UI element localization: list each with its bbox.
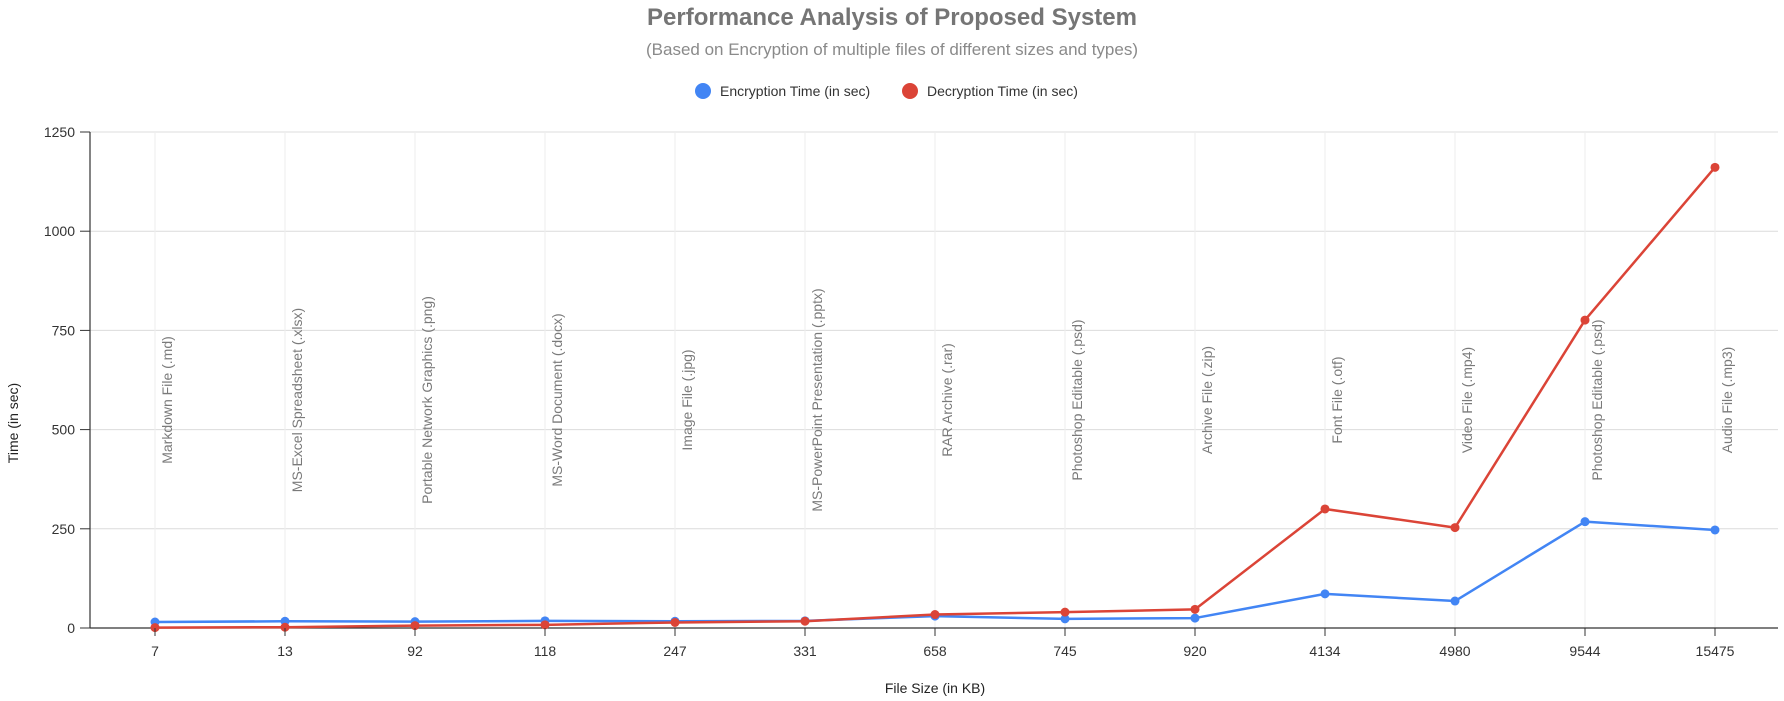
encryption-data-point xyxy=(1450,596,1460,606)
decryption-data-point xyxy=(410,621,420,631)
decryption-legend-marker xyxy=(902,83,918,99)
encryption-data-point xyxy=(1190,613,1200,623)
x-tick-label: 4980 xyxy=(1439,643,1470,659)
x-tick-label: 13 xyxy=(277,643,293,659)
chart-legend: Encryption Time (in sec) Decryption Time … xyxy=(695,83,1078,99)
x-tick-label: 118 xyxy=(534,643,557,659)
y-tick-label: 0 xyxy=(67,620,75,636)
y-tick-label: 1250 xyxy=(44,124,75,140)
x-tick-label: 92 xyxy=(407,643,423,659)
series-layer xyxy=(150,162,1720,633)
y-tick-label: 750 xyxy=(52,322,76,338)
encryption-data-point xyxy=(1710,525,1720,535)
point-annotation-label: MS-PowerPoint Presentation (.pptx) xyxy=(809,288,825,511)
x-tick-label: 9544 xyxy=(1569,643,1600,659)
gridlines xyxy=(90,131,1778,628)
x-tick-label: 745 xyxy=(1053,643,1077,659)
point-annotation-label: Audio File (.mp3) xyxy=(1719,347,1735,454)
y-tick-label: 250 xyxy=(52,521,76,537)
point-annotation-label: Photoshop Editable (.psd) xyxy=(1069,319,1085,480)
chart-title: Performance Analysis of Proposed System xyxy=(647,4,1137,31)
point-annotation-label: Archive File (.zip) xyxy=(1199,346,1215,454)
decryption-data-point xyxy=(150,623,160,633)
decryption-data-point xyxy=(1580,315,1590,325)
decryption-data-point xyxy=(540,620,550,630)
decryption-data-point xyxy=(1060,607,1070,617)
decryption-data-point xyxy=(1710,162,1720,172)
chart-subtitle: (Based on Encryption of multiple files o… xyxy=(646,40,1138,59)
point-annotation-label: Font File (.otf) xyxy=(1329,356,1345,443)
y-tick-label: 1000 xyxy=(44,223,75,239)
x-axis-title: File Size (in KB) xyxy=(885,680,985,696)
encryption-data-point xyxy=(1580,517,1590,527)
x-tick-label: 4134 xyxy=(1309,643,1340,659)
y-axis-title: Time (in sec) xyxy=(5,383,21,463)
decryption-data-point xyxy=(1320,504,1330,514)
point-annotations: Markdown File (.md) MS-Excel Spreadsheet … xyxy=(159,288,1735,511)
point-annotation-label: MS-Excel Spreadsheet (.xlsx) xyxy=(289,308,305,492)
decryption-data-point xyxy=(280,622,290,632)
encryption-data-point xyxy=(1060,614,1070,624)
decryption-data-point xyxy=(670,617,680,627)
point-annotation-label: Image File (.jpg) xyxy=(679,349,695,450)
y-tick-label: 500 xyxy=(52,422,76,438)
encryption-legend-marker xyxy=(695,83,711,99)
encryption-legend-label: Encryption Time (in sec) xyxy=(720,83,870,99)
x-tick-label: 7 xyxy=(151,643,159,659)
x-tick-label: 15475 xyxy=(1696,643,1735,659)
point-annotation-label: Markdown File (.md) xyxy=(159,336,175,464)
point-annotation-label: RAR Archive (.rar) xyxy=(939,343,955,457)
x-axis-ticks: 7 13 92 118 247 331 658 745 920 4134 4980 9544 15475 xyxy=(151,628,1735,659)
encryption-data-point xyxy=(1320,589,1330,599)
x-tick-label: 331 xyxy=(793,643,817,659)
decryption-data-point xyxy=(1190,604,1200,614)
point-annotation-label: Portable Network Graphics (.png) xyxy=(419,296,435,504)
point-annotation-label: Photoshop Editable (.psd) xyxy=(1589,319,1605,480)
decryption-data-point xyxy=(800,616,810,626)
x-tick-label: 247 xyxy=(663,643,687,659)
decryption-legend-label: Decryption Time (in sec) xyxy=(927,83,1078,99)
point-annotation-label: Video File (.mp4) xyxy=(1459,347,1475,453)
axes xyxy=(89,132,1778,629)
point-annotation-label: MS-Word Document (.docx) xyxy=(549,313,565,486)
y-axis-ticks: 0 250 500 750 1000 1250 xyxy=(44,124,90,636)
x-tick-label: 920 xyxy=(1183,643,1207,659)
x-tick-label: 658 xyxy=(923,643,947,659)
decryption-data-point xyxy=(930,610,940,620)
decryption-data-point xyxy=(1450,523,1460,533)
